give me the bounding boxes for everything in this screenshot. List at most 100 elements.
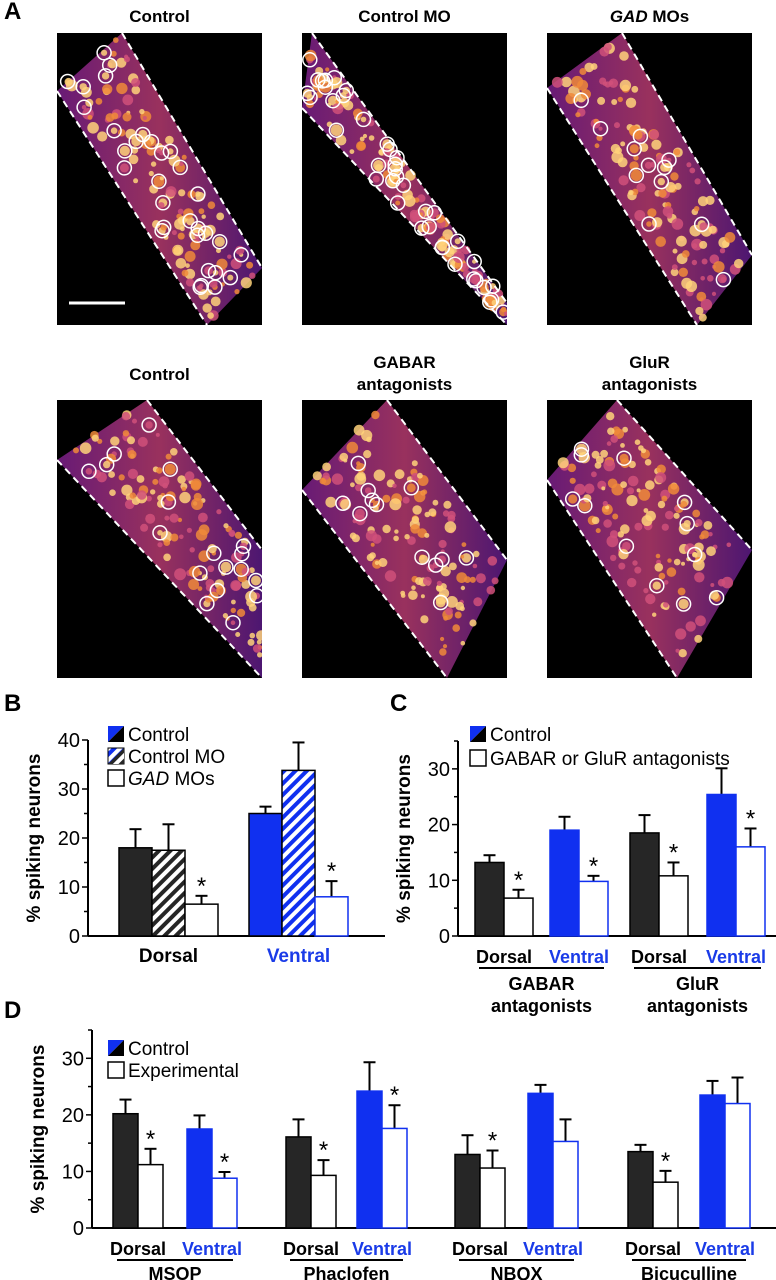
spiking-neuron-marker [189, 227, 206, 244]
cell-blob [705, 195, 715, 205]
cell-blob [461, 542, 467, 547]
bar-experimental [578, 880, 609, 937]
cell-blob [569, 477, 576, 484]
cell-blob [394, 469, 405, 480]
significance-asterisk-experimental: * [514, 867, 523, 894]
cell-blob [81, 105, 87, 110]
cell-blob [421, 489, 428, 495]
cell-blob [107, 59, 117, 69]
cell-blob [157, 530, 163, 536]
spiking-neuron-marker [640, 157, 657, 174]
legend-label-d: Experimental [128, 1061, 239, 1082]
image-title-gad-mos: GAD MOs [547, 6, 752, 28]
cell-blob [198, 208, 205, 215]
spiking-neuron-marker [326, 69, 343, 86]
significance-asterisk-experimental: * [390, 1082, 399, 1109]
band-border-dashed [57, 459, 262, 678]
y-axis-label-c: % spiking neurons [394, 754, 415, 923]
group-label-line1: GluR [676, 974, 719, 994]
cell-blob [127, 468, 138, 479]
spiking-neuron-marker [414, 549, 430, 565]
spiking-neuron-marker [172, 159, 188, 176]
spiking-neuron-marker [96, 45, 112, 61]
cell-blob [418, 554, 429, 565]
cell-blob [599, 46, 610, 57]
legend-swatch-c [470, 726, 486, 742]
spiking-neuron-marker [106, 122, 122, 139]
cell-blob [191, 498, 204, 510]
cell-blob [159, 176, 164, 181]
cell-blob [122, 430, 130, 437]
cell-blob [366, 553, 375, 562]
cell-blob [322, 472, 330, 480]
cell-blob [601, 504, 613, 515]
cell-blob [685, 621, 696, 632]
x-subcategory-label: Ventral [182, 1239, 242, 1259]
cell-blob [734, 258, 744, 269]
significance-asterisk-experimental: * [669, 839, 678, 866]
cell-blob [606, 535, 619, 548]
cell-blob [137, 436, 148, 447]
cell-blob [407, 536, 416, 545]
cell-blob [638, 445, 644, 451]
cell-blob [360, 116, 367, 123]
cell-blob [184, 471, 195, 482]
bar-control [118, 847, 153, 937]
cell-blob [655, 472, 667, 484]
legend-swatch-c [469, 749, 487, 767]
cell-blob [670, 172, 679, 181]
cell-blob [568, 494, 578, 504]
cell-blob [551, 76, 563, 88]
cell-blob [626, 487, 635, 495]
legend-label-c: Control [490, 725, 551, 746]
cell-blob [600, 449, 608, 458]
bar-experimental [724, 1102, 751, 1229]
cell-blob [594, 143, 600, 149]
spiking-neuron-marker [364, 492, 380, 509]
cell-blob [698, 313, 707, 322]
cell-blob [620, 481, 627, 488]
x-subcategory-label: Ventral [706, 947, 766, 967]
spiking-neuron-marker [155, 219, 172, 236]
cell-blob [124, 56, 130, 63]
spiking-neuron-marker [476, 279, 492, 296]
spiking-neuron-marker [162, 143, 179, 160]
spiking-neuron-marker [592, 120, 609, 137]
spiking-neuron-marker [482, 294, 498, 310]
cell-blob [605, 505, 610, 510]
cell-blob [469, 619, 477, 627]
cell-blob [634, 566, 642, 574]
spiking-neuron-marker [335, 495, 351, 512]
spiking-neuron-marker [218, 559, 234, 575]
cell-blob [699, 534, 705, 540]
cell-blob [436, 240, 448, 251]
cell-blob [131, 136, 142, 147]
x-subcategory-label: Dorsal [476, 947, 532, 967]
spiking-neuron-marker [458, 550, 475, 566]
cell-blob [210, 296, 221, 307]
spiking-neuron-marker [368, 496, 385, 513]
bar-control [248, 812, 283, 937]
microscopy-image-control-mo [302, 33, 507, 325]
microscopy-image-control-2 [57, 400, 262, 678]
cell-blob [177, 475, 186, 484]
bar-control [186, 1128, 213, 1229]
cell-blob [230, 620, 236, 625]
image-title-gabar: GABAR antagonists [302, 352, 507, 396]
cell-blob [610, 554, 617, 562]
cell-blob [175, 258, 187, 269]
y-tick-label-d: 10 [62, 1161, 84, 1183]
cell-blob [246, 261, 254, 269]
cell-blob [661, 523, 669, 531]
cell-blob [446, 596, 458, 608]
cell-blob [461, 263, 470, 271]
y-tick-label-c: 30 [428, 759, 450, 781]
cell-blob [195, 529, 208, 541]
cell-blob [628, 189, 634, 196]
cell-blob [193, 492, 202, 501]
cell-blob [350, 482, 355, 488]
cell-blob [119, 145, 130, 156]
cell-blob [163, 553, 171, 562]
x-subcategory-label: Ventral [523, 1239, 583, 1259]
